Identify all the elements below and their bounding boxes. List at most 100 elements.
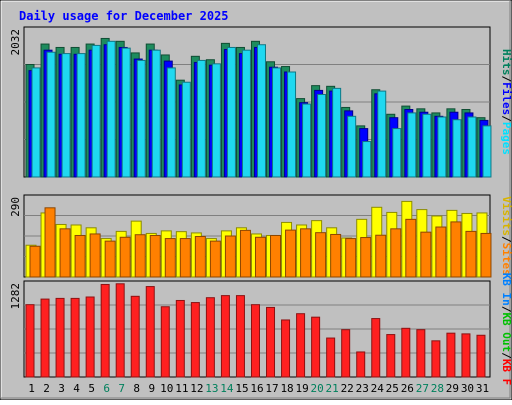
bar-sites-day-30 [465, 230, 477, 278]
bar-sites-day-1 [29, 245, 41, 278]
x-tick-label: 7 [118, 382, 125, 395]
bar-sites-day-22 [345, 238, 357, 278]
bar-sites-day-23 [360, 237, 372, 278]
panel-bottom: 1282 KB In/KB Out/KB F [9, 273, 512, 386]
bar-sites-day-12 [194, 236, 206, 278]
legend-entry: Pages [500, 122, 512, 155]
bar-sites-day-29 [450, 221, 462, 278]
bar-kb-f-day-3 [55, 297, 65, 378]
bar-pages-day-17 [272, 67, 282, 178]
bar-pages-day-12 [196, 59, 206, 178]
bar-pages-day-20 [317, 94, 327, 178]
bar-sites-day-21 [330, 233, 342, 278]
bar-kb-f-day-28 [431, 340, 441, 378]
x-tick-label: 17 [265, 382, 278, 395]
legend-separator: / [500, 115, 512, 122]
x-tick-label: 28 [431, 382, 444, 395]
x-tick-label: 16 [250, 382, 263, 395]
legend-entry: Files [500, 82, 512, 115]
panel-middle: 290 Visits/Sites [9, 194, 512, 278]
bar-kb-f-day-18 [281, 319, 291, 378]
bar-sites-day-17 [270, 234, 282, 278]
bar-kb-f-day-11 [175, 299, 185, 378]
bar-kb-f-day-13 [205, 297, 215, 378]
bar-kb-f-day-17 [266, 306, 276, 378]
bar-kb-f-day-27 [416, 329, 426, 378]
x-tick-label: 26 [401, 382, 414, 395]
bar-sites-day-31 [480, 232, 492, 278]
bar-pages-day-2 [46, 51, 56, 178]
bar-pages-day-5 [91, 44, 101, 178]
y-max-label: 2032 [9, 29, 22, 56]
bar-sites-day-27 [420, 231, 432, 278]
bar-pages-day-8 [136, 59, 146, 178]
bar-kb-f-day-7 [115, 283, 125, 378]
bar-pages-day-19 [302, 103, 312, 178]
bar-pages-day-26 [407, 112, 417, 178]
bar-kb-f-day-30 [461, 333, 471, 378]
bar-kb-f-day-4 [70, 297, 80, 378]
bar-pages-day-29 [452, 119, 462, 178]
bar-pages-day-6 [106, 40, 116, 178]
bar-sites-day-15 [239, 229, 251, 278]
x-tick-label: 23 [356, 382, 369, 395]
legend-separator: / [500, 306, 512, 313]
bar-kb-f-day-23 [356, 351, 366, 378]
bar-kb-f-day-9 [145, 286, 155, 378]
bar-kb-f-day-16 [250, 304, 260, 378]
bar-kb-f-day-12 [190, 302, 200, 378]
x-tick-label: 27 [416, 382, 429, 395]
legend-entry: Hits [500, 49, 512, 76]
bar-kb-f-day-29 [446, 332, 456, 378]
bar-pages-day-13 [211, 63, 221, 178]
bar-pages-day-14 [226, 46, 236, 178]
bar-kb-f-day-19 [296, 313, 306, 378]
x-tick-label: 1 [28, 382, 35, 395]
bar-sites-day-11 [179, 238, 191, 278]
bar-pages-day-23 [362, 141, 372, 178]
x-tick-label: 4 [73, 382, 80, 395]
bar-pages-day-24 [377, 90, 387, 178]
legend-separator: / [500, 76, 512, 83]
bar-sites-day-6 [104, 240, 116, 278]
bar-pages-day-10 [166, 67, 176, 178]
bar-sites-day-16 [254, 236, 266, 278]
x-tick-label: 19 [295, 382, 308, 395]
y-max-label: 290 [9, 197, 22, 217]
legend-entry: Sites [500, 243, 512, 276]
bar-pages-day-28 [437, 116, 447, 178]
x-tick-label: 10 [160, 382, 173, 395]
x-tick-label: 2 [43, 382, 50, 395]
legend-separator: / [500, 352, 512, 359]
bar-pages-day-16 [256, 44, 266, 178]
bar-sites-day-24 [375, 234, 387, 278]
chart-title: Daily usage for December 2025 [19, 9, 229, 23]
x-tick-label: 21 [326, 382, 339, 395]
bar-pages-day-30 [467, 116, 477, 178]
bar-kb-f-day-26 [401, 327, 411, 378]
bar-sites-day-7 [119, 236, 131, 278]
bar-kb-f-day-25 [386, 334, 396, 378]
bar-pages-day-27 [422, 113, 432, 178]
bar-pages-day-11 [181, 81, 191, 178]
legend-top: Hits/Files/Pages [500, 49, 512, 155]
legend-entry: KB Out [500, 312, 512, 352]
bar-kb-f-day-31 [476, 334, 486, 378]
bar-kb-f-day-22 [341, 329, 351, 378]
x-tick-label: 14 [220, 382, 234, 395]
bar-kb-f-day-1 [25, 304, 35, 378]
x-tick-label: 20 [311, 382, 324, 395]
bar-pages-day-21 [332, 87, 342, 178]
legend-entry: KB In [500, 273, 512, 306]
bar-pages-day-31 [482, 125, 492, 178]
bar-sites-day-18 [285, 229, 297, 278]
legend-entry: KB F [500, 359, 512, 386]
y-max-label: 1282 [9, 283, 22, 310]
bar-kb-f-day-21 [326, 337, 336, 378]
x-tick-label: 13 [205, 382, 218, 395]
bar-sites-day-25 [390, 228, 402, 278]
